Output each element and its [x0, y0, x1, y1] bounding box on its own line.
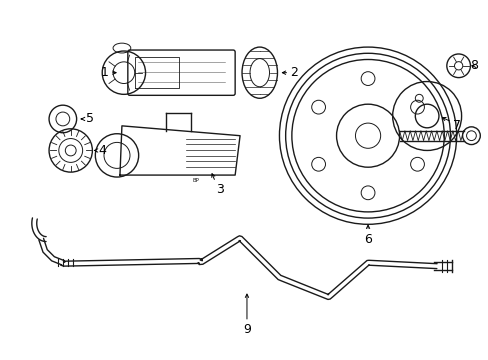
Text: 1: 1	[100, 66, 108, 79]
FancyBboxPatch shape	[127, 50, 235, 95]
Text: 6: 6	[364, 233, 371, 246]
Text: 3: 3	[216, 183, 224, 196]
Text: 9: 9	[243, 323, 250, 336]
Text: 4: 4	[98, 144, 106, 157]
Text: 5: 5	[86, 112, 94, 125]
Text: 7: 7	[452, 120, 460, 132]
Text: BP: BP	[192, 177, 199, 183]
Text: 8: 8	[469, 59, 477, 72]
Text: 2: 2	[290, 66, 298, 79]
